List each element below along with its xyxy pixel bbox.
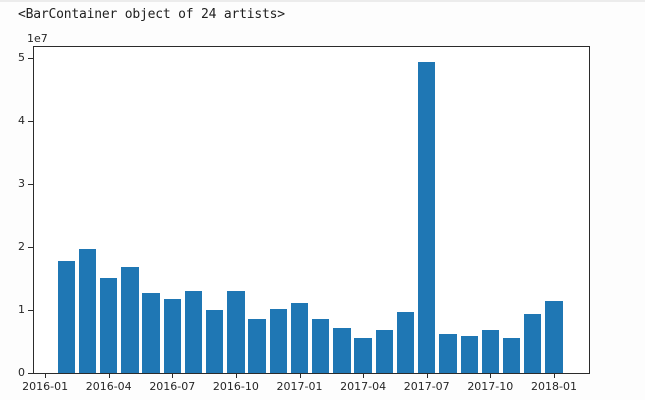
bar-2016-06: [142, 293, 160, 373]
bar-2017-05: [375, 329, 393, 373]
bar-2016-03: [78, 248, 97, 373]
x-axis-tick: [235, 374, 237, 378]
bar-2016-04: [100, 277, 118, 373]
x-axis-tick-label: 2016-10: [212, 380, 259, 393]
y-axis-tick: [28, 247, 33, 248]
x-axis-tick-label: 2017-04: [340, 380, 387, 393]
x-axis-tick-label: 2016-01: [22, 380, 69, 393]
x-axis-tick: [554, 374, 555, 378]
y-axis-tick: [28, 184, 33, 185]
bar-2016-10: [227, 290, 245, 373]
x-axis-tick: [490, 374, 492, 378]
y-axis-tick-label: 1: [18, 303, 25, 316]
bar-2016-02: [57, 260, 75, 373]
y-axis-tick: [28, 121, 33, 122]
bar-2016-07: [163, 299, 181, 373]
bar-2016-12: [269, 308, 287, 373]
x-axis-tick-label: 2018-01: [531, 380, 577, 393]
x-axis-tick-label: 2017-07: [403, 380, 450, 393]
y-axis-tick: [28, 58, 33, 59]
bar-2017-09: [460, 335, 478, 373]
y-axis-tick-label: 3: [18, 177, 25, 190]
x-axis-tick: [426, 374, 428, 378]
bar-2016-11: [248, 318, 266, 373]
x-axis-tick: [299, 374, 301, 378]
x-axis-tick: [172, 374, 174, 378]
x-axis-tick: [108, 374, 110, 378]
y-axis-offset-label: 1e7: [27, 32, 48, 45]
bar-2017-08: [439, 333, 457, 373]
x-axis-tick: [363, 374, 365, 378]
x-axis-tick-label: 2017-01: [276, 380, 323, 393]
y-axis-tick: [28, 373, 33, 374]
bar-2017-06: [396, 311, 415, 373]
y-axis-tick-label: 2: [18, 240, 25, 253]
x-axis-tick: [45, 374, 47, 378]
bar-2017-02: [312, 318, 330, 373]
x-axis-tick-label: 2017-10: [467, 380, 514, 393]
bar-2017-03: [333, 328, 351, 373]
y-axis-tick-label: 5: [18, 51, 25, 64]
x-axis-tick-label: 2016-04: [85, 380, 132, 393]
x-axis-tick-label: 2016-07: [149, 380, 196, 393]
bar-2017-01: [290, 303, 309, 373]
bar-2017-07: [418, 61, 436, 373]
bar-container-repr-text: <BarContainer object of 24 artists>: [18, 7, 285, 22]
bar-2018-01: [545, 300, 563, 373]
bar-2017-10: [481, 329, 500, 373]
y-axis-tick: [28, 310, 33, 311]
y-axis-tick-label: 0: [18, 366, 25, 379]
bar-2016-05: [121, 266, 139, 373]
bar-2017-04: [354, 337, 372, 373]
bar-2016-09: [206, 310, 224, 373]
y-axis-tick-label: 4: [18, 114, 25, 127]
bar-2016-08: [184, 291, 203, 373]
bar-2017-12: [524, 314, 542, 373]
bar-2017-11: [502, 337, 521, 373]
